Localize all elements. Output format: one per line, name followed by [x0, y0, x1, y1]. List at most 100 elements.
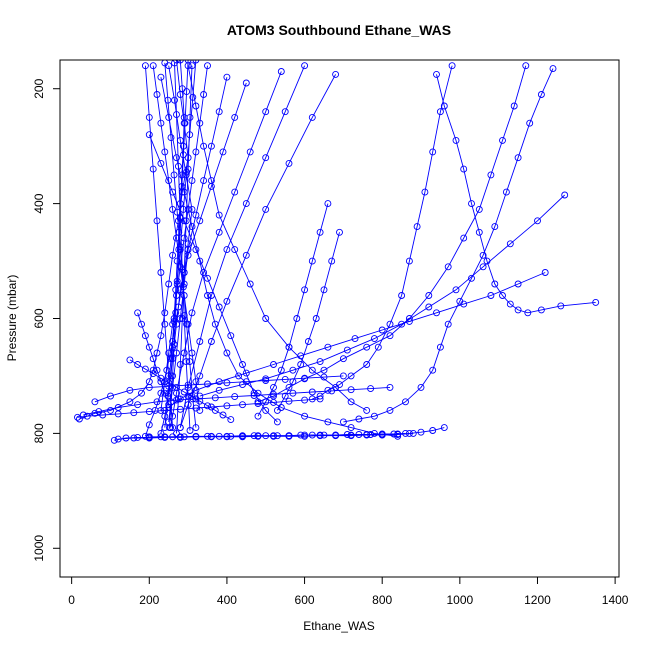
data-point	[436, 108, 444, 116]
series-line	[436, 74, 596, 314]
x-tick-label: 1200	[524, 593, 551, 607]
series-line	[168, 272, 546, 408]
data-point	[161, 378, 169, 386]
data-point	[440, 424, 448, 432]
data-point	[510, 102, 518, 110]
series-line	[114, 432, 406, 441]
data-point	[192, 246, 200, 254]
data-point	[196, 372, 204, 380]
data-point	[320, 366, 328, 374]
data-point	[167, 134, 175, 142]
data-point	[293, 315, 301, 322]
data-point	[188, 205, 196, 213]
data-point	[196, 397, 204, 405]
data-point	[231, 246, 239, 254]
data-point	[186, 427, 194, 434]
data-point	[254, 432, 262, 440]
data-point	[277, 366, 285, 374]
data-point	[262, 377, 270, 384]
data-point	[126, 356, 134, 364]
x-tick-label: 200	[139, 593, 159, 607]
series-line	[168, 77, 228, 422]
data-point	[336, 228, 343, 236]
data-point	[183, 88, 191, 96]
data-point	[75, 415, 83, 423]
data-point	[452, 136, 460, 144]
data-point	[157, 332, 165, 340]
data-point	[196, 406, 204, 414]
series-line	[187, 65, 367, 411]
data-point	[176, 433, 184, 441]
series-layer	[74, 60, 600, 444]
data-point	[192, 60, 200, 64]
data-point	[145, 113, 153, 121]
data-point	[270, 390, 277, 398]
data-point	[239, 432, 246, 440]
series-line	[160, 65, 208, 411]
data-point	[289, 378, 297, 386]
data-point	[157, 119, 165, 127]
data-point	[161, 412, 169, 420]
series-5	[433, 70, 600, 317]
data-point	[417, 383, 425, 391]
data-point	[165, 280, 173, 288]
series-30	[254, 200, 332, 420]
data-point	[145, 433, 153, 441]
data-point	[169, 412, 177, 420]
data-point	[281, 108, 289, 116]
data-point	[239, 401, 246, 409]
data-point	[429, 366, 437, 374]
data-point	[153, 349, 161, 357]
data-point	[363, 361, 371, 368]
data-point	[405, 257, 413, 265]
series-line	[277, 232, 340, 411]
data-point	[370, 429, 378, 437]
data-point	[297, 361, 305, 368]
data-point	[138, 389, 145, 397]
data-point	[301, 286, 309, 294]
data-point	[141, 432, 149, 440]
data-point	[491, 223, 499, 231]
data-point	[188, 223, 196, 231]
data-point	[223, 349, 231, 357]
data-point	[549, 65, 557, 73]
data-point	[179, 151, 187, 159]
data-point	[184, 392, 192, 400]
data-point	[180, 433, 188, 441]
data-point	[297, 431, 305, 439]
series-line	[312, 65, 453, 400]
data-point	[363, 431, 371, 439]
data-point	[83, 412, 91, 420]
data-point	[165, 372, 173, 380]
data-point	[347, 424, 355, 432]
data-point	[171, 96, 178, 104]
data-point	[215, 386, 223, 394]
data-point	[215, 108, 223, 116]
data-point	[316, 395, 324, 403]
data-point	[285, 159, 293, 167]
data-point	[186, 358, 194, 366]
data-point	[367, 431, 375, 438]
data-point	[157, 159, 165, 167]
data-point	[145, 421, 153, 429]
data-point	[273, 406, 281, 414]
data-point	[169, 355, 177, 363]
data-point	[169, 320, 177, 328]
series-34	[171, 60, 194, 434]
data-point	[537, 91, 545, 98]
data-point	[246, 148, 254, 156]
data-point	[405, 317, 413, 325]
data-point	[487, 292, 495, 299]
data-point	[301, 62, 309, 70]
data-point	[281, 392, 289, 400]
series-line	[137, 312, 174, 417]
data-point	[592, 298, 600, 306]
data-point	[169, 188, 177, 196]
data-point	[188, 309, 196, 317]
data-point	[161, 148, 169, 156]
data-point	[324, 343, 332, 351]
data-point	[285, 383, 293, 391]
data-point	[355, 415, 363, 423]
data-point	[347, 398, 355, 406]
data-point	[207, 338, 215, 345]
